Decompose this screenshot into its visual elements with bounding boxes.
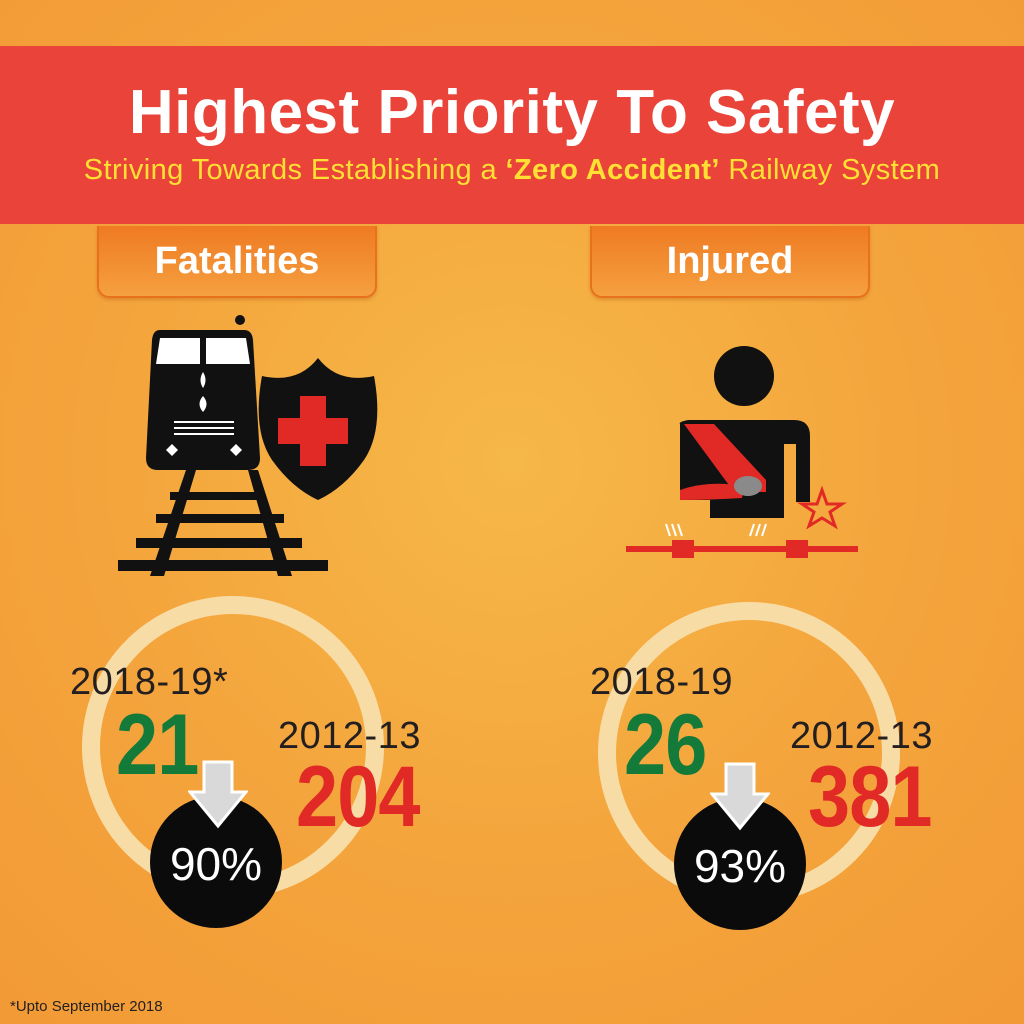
header-banner: [0, 46, 1024, 224]
injured-base-year: 2012-13: [790, 715, 933, 757]
fatalities-current-value: 21: [116, 697, 199, 793]
injured-person-icon: [626, 346, 858, 558]
footnote: *Upto September 2018: [10, 998, 163, 1015]
subtitle-tail: Railway System: [719, 154, 941, 186]
injured-base-value: 381: [808, 749, 933, 845]
down-arrow-icon: [710, 762, 770, 831]
down-arrow-icon: [188, 760, 248, 829]
injured-current-value: 26: [624, 697, 707, 793]
injured-reduction: 93%: [693, 840, 787, 892]
page-subtitle: Striving Towards Establishing a ‘Zero Ac…: [0, 152, 1024, 188]
fatalities-base-value: 204: [296, 749, 421, 845]
fatalities-base-year: 2012-13: [278, 715, 421, 757]
tab-fatalities-label: Fatalities: [154, 240, 320, 282]
subtitle-emphasis: ‘Zero Accident’: [505, 154, 720, 186]
tab-fatalities: Fatalities: [97, 226, 377, 298]
train-with-shield-icon: [118, 315, 378, 576]
page-title: Highest Priority To Safety: [128, 78, 896, 147]
injured-current-year: 2018-19: [590, 661, 733, 703]
fatalities-current-year: 2018-19*: [70, 661, 229, 703]
subtitle-lead: Striving Towards Establishing a: [83, 154, 506, 186]
tab-injured: Injured: [590, 226, 870, 298]
tab-injured-label: Injured: [666, 240, 794, 282]
fatalities-reduction: 90%: [169, 838, 263, 890]
